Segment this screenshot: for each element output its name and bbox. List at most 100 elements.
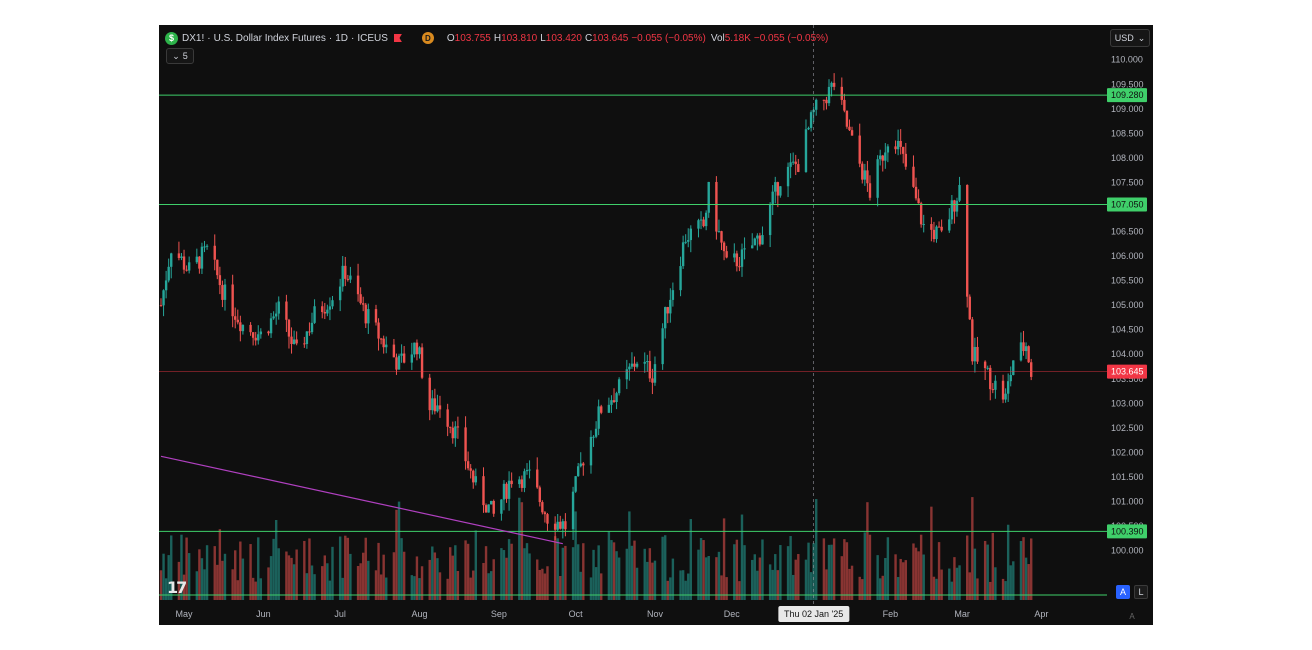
price-chart[interactable]: 110.000 109.500 109.000 108.500 108.000 107.5… [159,25,1153,625]
volume-bar [756,570,759,600]
volume-bar [717,551,721,600]
volume-key: Vol [710,32,725,44]
candle-body [804,129,808,172]
volume-bar [919,534,923,600]
volume-bar [973,548,977,600]
candle-body [251,332,255,338]
volume-bar [830,544,833,600]
candle-body [646,361,649,363]
candle-body [704,212,708,227]
candle-body [505,483,508,499]
volume-bar [684,580,687,600]
volume-bar [866,502,869,600]
volume-bar [582,543,585,600]
volume-bar [536,559,539,600]
volume-bar [239,541,242,600]
volume-bar [203,569,206,600]
volume-bar [518,497,521,600]
volume-bar [809,572,813,600]
low-key: L [540,32,546,44]
candle-body [1027,346,1030,363]
currency-selector[interactable]: USD ⌄ [1110,29,1150,47]
candle-body [185,269,188,271]
volume-bar [955,567,959,600]
volume-bar [400,538,403,600]
candle-body [180,256,183,258]
chart-frame[interactable]: 110.000 109.500 109.000 108.500 108.000 107.5… [159,25,1153,625]
y-tick-label: 102.000 [1111,447,1144,457]
volume-bar [628,511,631,600]
volume-bar [385,577,388,600]
candle-body [159,305,163,307]
auto-scale-button[interactable]: A [1116,585,1130,599]
candle-body [543,512,547,515]
volume-bar [249,544,252,600]
tradingview-logo-icon[interactable]: 17 [167,578,187,597]
candle-body [200,246,204,269]
candle-body [717,231,721,233]
candle-body [832,82,836,87]
volume-bar [966,535,969,600]
reset-scale-button[interactable]: A [1129,611,1135,621]
level-price-tag [1107,88,1147,103]
candle-body [681,242,685,267]
volume-bar [1027,564,1030,600]
delayed-data-icon[interactable]: D [421,32,434,44]
candle-body [267,331,270,334]
log-scale-button[interactable]: L [1134,585,1148,599]
candle-body [203,246,206,248]
candle-body [743,248,746,250]
volume-bar [825,569,828,600]
volume-bar [699,538,703,600]
symbol-name[interactable]: DX1! [182,32,205,44]
volume-bar [231,569,234,600]
symbol-header[interactable]: $ DX1! · U.S. Dollar Index Futures · 1D … [165,30,828,46]
y-tick-label: 104.500 [1111,325,1144,335]
candle-body [738,266,741,268]
volume-bar [986,544,989,600]
candle-body [469,468,472,471]
volume-bar [571,547,575,600]
volume-bar [446,578,449,600]
candle-body [287,319,291,337]
candle-body [420,347,424,378]
candle-body [364,304,367,324]
volume-bar [774,554,777,600]
volume-bar [420,566,424,600]
level-price-tag [1107,524,1147,539]
x-tick-label: Mar [954,609,970,619]
volume-bar [287,555,291,600]
candle-body [881,155,884,161]
volume-bar [664,535,667,600]
candle-body [221,285,224,300]
volume-bar [881,575,884,600]
interval-label[interactable]: 1D [335,32,348,44]
candle-body [720,231,723,243]
candle-body [917,198,920,204]
volume-bar [976,578,979,600]
candle-body [553,523,557,530]
candle-body [648,361,652,379]
flag-icon[interactable] [393,34,402,42]
candle-body [1022,342,1025,352]
volume-bar [989,581,992,600]
candle-body [643,361,646,364]
candle-body [912,166,915,187]
volume-bar [832,538,836,600]
volume-bar [377,542,380,600]
candle-body [735,253,739,267]
candle-body [400,353,403,356]
candle-body [825,99,828,104]
collapse-indicators-button[interactable]: ⌄ 5 [166,48,194,64]
volume-bar [576,544,580,600]
candle-body [392,344,396,358]
candle-body [953,200,956,212]
candle-body [231,284,234,317]
volume-bar [402,551,406,600]
volume-bar [310,565,314,600]
volume-bar [379,574,383,600]
volume-bar [815,499,818,600]
candle-body [666,307,669,314]
candle-body [170,253,173,267]
indicator-count: 5 [182,51,188,61]
